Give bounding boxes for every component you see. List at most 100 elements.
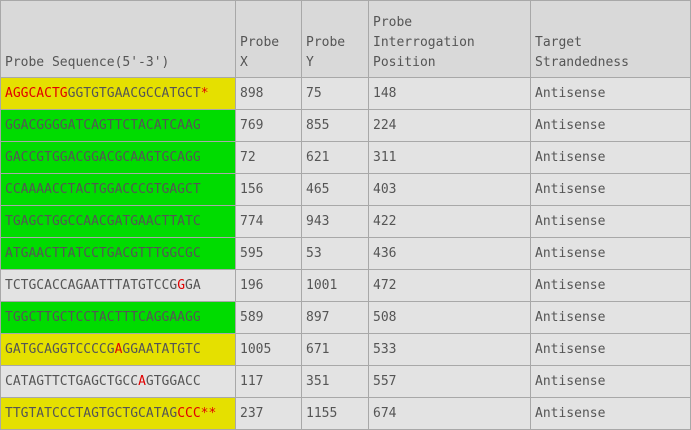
- header-interrogation-line2: Interrogation: [373, 35, 475, 50]
- header-probe-y[interactable]: Probe Y: [301, 0, 369, 78]
- header-probe-sequence-label: Probe Sequence(5'-3'): [5, 55, 170, 70]
- probe-sequence-cell: GATGCAGGTCCCCGAGGAATATGTC: [0, 333, 236, 366]
- sequence-highlight: AGGCACTG: [5, 86, 68, 101]
- sequence-segment: TGAGCTGGCCAACGATGAACTTATC: [5, 214, 201, 229]
- probe-x-cell: 196: [235, 269, 302, 302]
- probe-y-cell: 1001: [301, 269, 369, 302]
- interrogation-position-cell: 674: [368, 397, 531, 430]
- sequence-segment: GA: [185, 278, 201, 293]
- strandedness-cell: Antisense: [530, 365, 691, 398]
- sequence-highlight: A: [114, 342, 123, 357]
- sequence-highlight: A: [138, 374, 146, 389]
- strandedness-cell: Antisense: [530, 141, 691, 174]
- table-row[interactable]: AGGCACTGGGTGTGAACGCCATGCT* 898 75 148 Antise…: [0, 77, 691, 110]
- probe-y-cell: 53: [301, 237, 369, 270]
- sequence-segment: GGAATATGTC: [122, 342, 201, 357]
- probe-sequence-cell: TGAGCTGGCCAACGATGAACTTATC: [0, 205, 236, 238]
- sequence-segment: GTGGACC: [145, 374, 201, 389]
- probe-sequence-cell: AGGCACTGGGTGTGAACGCCATGCT*: [0, 77, 236, 110]
- strandedness-cell: Antisense: [530, 397, 691, 430]
- probe-y-cell: 621: [301, 141, 369, 174]
- probe-x-cell: 769: [235, 109, 302, 142]
- probe-sequence-cell: CCAAAACCTACTGGACCCGTGAGCT: [0, 173, 236, 206]
- table-row[interactable]: CCAAAACCTACTGGACCCGTGAGCT 156 465 403 Antise…: [0, 173, 691, 206]
- interrogation-position-cell: 422: [368, 205, 531, 238]
- probe-sequence-cell: TCTGCACCAGAATTTATGTCCGGGA: [0, 269, 236, 302]
- interrogation-position-cell: 403: [368, 173, 531, 206]
- header-target-strandedness[interactable]: Target Strandedness: [530, 0, 691, 78]
- strandedness-cell: Antisense: [530, 237, 691, 270]
- sequence-segment: TTGTATCCCTAGTGCTGCATAG: [5, 406, 178, 421]
- probe-y-cell: 897: [301, 301, 369, 334]
- probe-x-cell: 774: [235, 205, 302, 238]
- sequence-segment: GGACGGGGATCAGTTCTACATCAAG: [5, 118, 201, 133]
- probe-sequence-cell: CATAGTTCTGAGCTGCCAGTGGACC: [0, 365, 236, 398]
- sequence-highlight: *: [200, 86, 209, 101]
- interrogation-position-cell: 436: [368, 237, 531, 270]
- header-row: Probe Sequence(5'-3') Probe X Probe Y Pr…: [0, 0, 691, 78]
- header-interrogation-line1: Probe: [373, 15, 413, 30]
- table-row[interactable]: TGAGCTGGCCAACGATGAACTTATC 774 943 422 Antise…: [0, 205, 691, 238]
- table-row[interactable]: GGACGGGGATCAGTTCTACATCAAG 769 855 224 Antise…: [0, 109, 691, 142]
- probe-sequence-cell: GGACGGGGATCAGTTCTACATCAAG: [0, 109, 236, 142]
- probe-y-cell: 351: [301, 365, 369, 398]
- interrogation-position-cell: 472: [368, 269, 531, 302]
- probe-x-cell: 595: [235, 237, 302, 270]
- sequence-segment: TCTGCACCAGAATTTATGTCCG: [5, 278, 178, 293]
- header-probe-y-line1: Probe: [306, 35, 346, 50]
- probe-sequence-cell: ATGAACTTATCCTGACGTTTGGCGC: [0, 237, 236, 270]
- interrogation-position-cell: 557: [368, 365, 531, 398]
- probe-y-cell: 465: [301, 173, 369, 206]
- probe-x-cell: 117: [235, 365, 302, 398]
- table-row[interactable]: TTGTATCCCTAGTGCTGCATAGCCC** 237 1155 674 Ant…: [0, 397, 691, 430]
- header-probe-x-line1: Probe: [240, 35, 280, 50]
- header-probe-x-line2: X: [240, 55, 248, 70]
- header-probe-y-line2: Y: [306, 55, 314, 70]
- interrogation-position-cell: 224: [368, 109, 531, 142]
- table-row[interactable]: TCTGCACCAGAATTTATGTCCGGGA 196 1001 472 Antis…: [0, 269, 691, 302]
- probe-y-cell: 75: [301, 77, 369, 110]
- interrogation-position-cell: 533: [368, 333, 531, 366]
- strandedness-cell: Antisense: [530, 173, 691, 206]
- interrogation-position-cell: 148: [368, 77, 531, 110]
- probe-x-cell: 72: [235, 141, 302, 174]
- sequence-segment: GGTGTGAACGCCATGCT: [67, 86, 201, 101]
- probe-y-cell: 855: [301, 109, 369, 142]
- table-row[interactable]: CATAGTTCTGAGCTGCCAGTGGACC 117 351 557 Antise…: [0, 365, 691, 398]
- table-row[interactable]: ATGAACTTATCCTGACGTTTGGCGC 595 53 436 Antisen…: [0, 237, 691, 270]
- sequence-segment: CATAGTTCTGAGCTGCC: [5, 374, 139, 389]
- probe-y-cell: 671: [301, 333, 369, 366]
- header-interrogation-line3: Position: [373, 55, 436, 70]
- probe-sequence-cell: GACCGTGGACGGACGCAAGTGCAGG: [0, 141, 236, 174]
- header-probe-x[interactable]: Probe X: [235, 0, 302, 78]
- strandedness-cell: Antisense: [530, 205, 691, 238]
- table-body: AGGCACTGGGTGTGAACGCCATGCT* 898 75 148 Antise…: [0, 77, 691, 430]
- sequence-segment: GACCGTGGACGGACGCAAGTGCAGG: [5, 150, 201, 165]
- header-strand-line2: Strandedness: [535, 55, 629, 70]
- header-interrogation-position[interactable]: Probe Interrogation Position: [368, 0, 531, 78]
- probe-y-cell: 943: [301, 205, 369, 238]
- interrogation-position-cell: 508: [368, 301, 531, 334]
- sequence-segment: GATGCAGGTCCCCG: [5, 342, 115, 357]
- sequence-segment: CCAAAACCTACTGGACCCGTGAGCT: [5, 182, 201, 197]
- probe-x-cell: 237: [235, 397, 302, 430]
- header-strand-line1: Target: [535, 35, 582, 50]
- table-row[interactable]: GACCGTGGACGGACGCAAGTGCAGG 72 621 311 Antisen…: [0, 141, 691, 174]
- table-row[interactable]: TGGCTTGCTCCTACTTTCAGGAAGG 589 897 508 Antise…: [0, 301, 691, 334]
- header-probe-sequence[interactable]: Probe Sequence(5'-3'): [0, 0, 236, 78]
- sequence-highlight: G: [177, 278, 186, 293]
- strandedness-cell: Antisense: [530, 269, 691, 302]
- strandedness-cell: Antisense: [530, 109, 691, 142]
- probe-x-cell: 898: [235, 77, 302, 110]
- probe-x-cell: 1005: [235, 333, 302, 366]
- interrogation-position-cell: 311: [368, 141, 531, 174]
- table-row[interactable]: GATGCAGGTCCCCGAGGAATATGTC 1005 671 533 Antis…: [0, 333, 691, 366]
- probe-x-cell: 156: [235, 173, 302, 206]
- strandedness-cell: Antisense: [530, 301, 691, 334]
- strandedness-cell: Antisense: [530, 77, 691, 110]
- sequence-highlight: CCC**: [177, 406, 217, 421]
- probe-y-cell: 1155: [301, 397, 369, 430]
- sequence-segment: ATGAACTTATCCTGACGTTTGGCGC: [5, 246, 201, 261]
- probe-x-cell: 589: [235, 301, 302, 334]
